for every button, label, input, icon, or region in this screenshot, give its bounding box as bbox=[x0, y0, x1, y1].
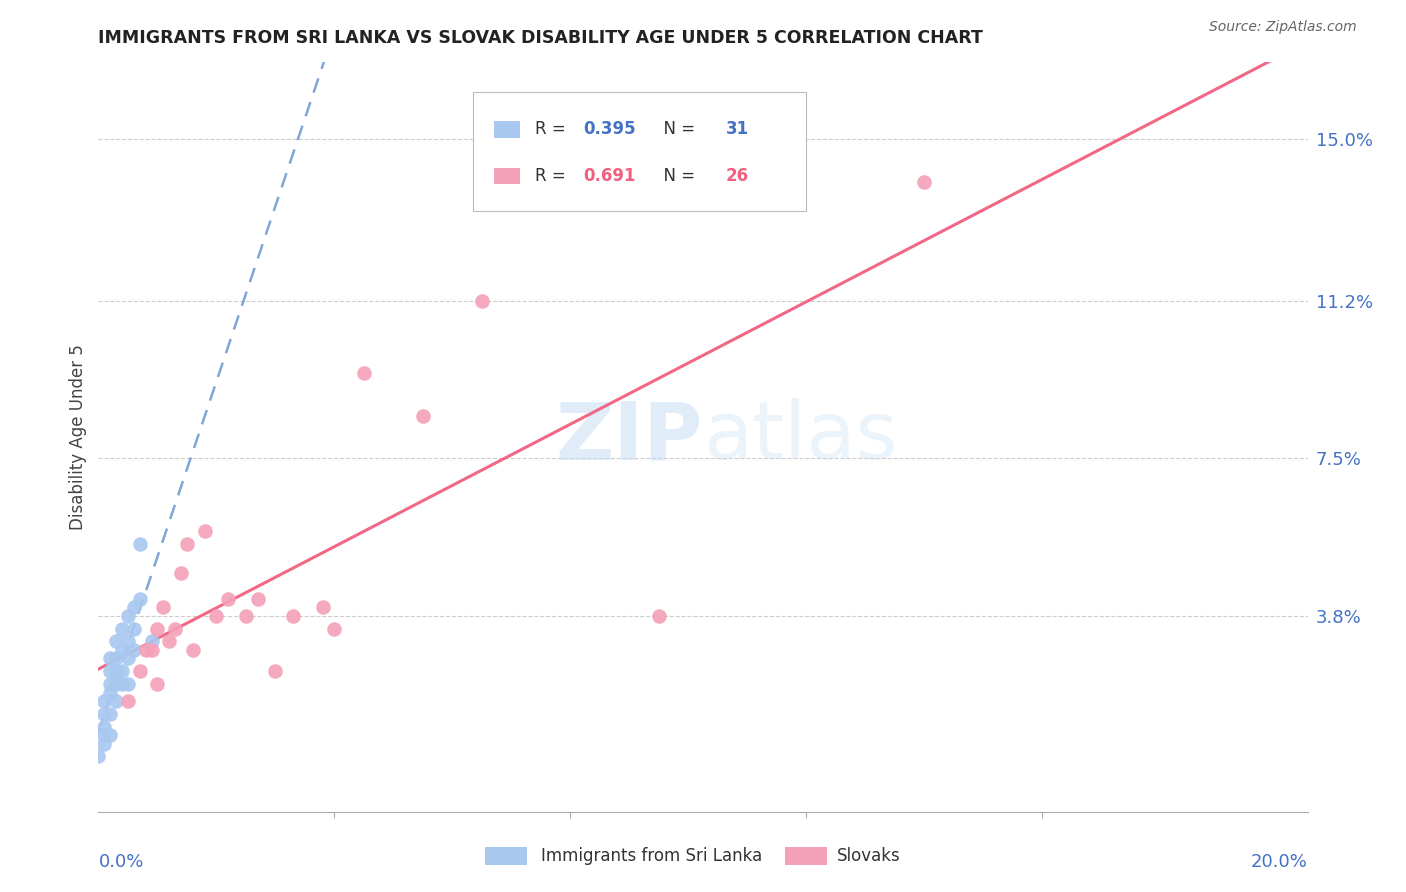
Point bbox=[471, 293, 494, 308]
Point bbox=[93, 720, 115, 734]
Text: 0.0%: 0.0% bbox=[98, 853, 143, 871]
Point bbox=[105, 651, 128, 665]
Point bbox=[281, 608, 304, 623]
Point bbox=[194, 524, 217, 538]
Point bbox=[181, 643, 204, 657]
Text: 26: 26 bbox=[725, 167, 749, 185]
Point bbox=[98, 728, 121, 742]
Point bbox=[323, 622, 346, 636]
Point bbox=[87, 749, 110, 764]
Text: atlas: atlas bbox=[703, 398, 897, 476]
Point bbox=[152, 600, 174, 615]
FancyBboxPatch shape bbox=[474, 93, 806, 211]
Point bbox=[111, 664, 134, 679]
Point bbox=[105, 664, 128, 679]
Point bbox=[93, 728, 115, 742]
Point bbox=[176, 536, 198, 550]
Point bbox=[117, 651, 139, 665]
Point bbox=[146, 622, 169, 636]
Point bbox=[135, 643, 157, 657]
Point bbox=[122, 643, 145, 657]
Text: R =: R = bbox=[534, 120, 571, 138]
Point bbox=[117, 634, 139, 648]
Text: 0.395: 0.395 bbox=[583, 120, 636, 138]
Point bbox=[912, 175, 935, 189]
Point bbox=[117, 608, 139, 623]
Bar bbox=[494, 168, 520, 185]
Text: Slovaks: Slovaks bbox=[837, 847, 900, 865]
Point bbox=[105, 694, 128, 708]
Point bbox=[98, 651, 121, 665]
Text: 20.0%: 20.0% bbox=[1251, 853, 1308, 871]
Text: IMMIGRANTS FROM SRI LANKA VS SLOVAK DISABILITY AGE UNDER 5 CORRELATION CHART: IMMIGRANTS FROM SRI LANKA VS SLOVAK DISA… bbox=[98, 29, 983, 47]
Text: N =: N = bbox=[654, 167, 700, 185]
Point bbox=[311, 600, 333, 615]
Point bbox=[111, 643, 134, 657]
Point bbox=[170, 566, 193, 581]
Point bbox=[128, 536, 150, 550]
Point bbox=[264, 664, 287, 679]
Point bbox=[117, 694, 139, 708]
Point bbox=[122, 600, 145, 615]
Text: 31: 31 bbox=[725, 120, 749, 138]
Point bbox=[648, 608, 671, 623]
Point bbox=[146, 677, 169, 691]
Point bbox=[128, 591, 150, 606]
Point bbox=[246, 591, 269, 606]
Point bbox=[141, 634, 163, 648]
Point bbox=[128, 664, 150, 679]
Point bbox=[98, 706, 121, 721]
Point bbox=[111, 677, 134, 691]
Text: ZIP: ZIP bbox=[555, 398, 703, 476]
Point bbox=[412, 409, 434, 423]
Point bbox=[157, 634, 180, 648]
Point bbox=[205, 608, 228, 623]
Text: N =: N = bbox=[654, 120, 700, 138]
Point bbox=[93, 694, 115, 708]
Point bbox=[141, 643, 163, 657]
Point bbox=[93, 737, 115, 751]
Point bbox=[117, 677, 139, 691]
Text: Source: ZipAtlas.com: Source: ZipAtlas.com bbox=[1209, 20, 1357, 34]
Point bbox=[353, 366, 375, 380]
Text: R =: R = bbox=[534, 167, 571, 185]
Y-axis label: Disability Age Under 5: Disability Age Under 5 bbox=[69, 344, 87, 530]
Bar bbox=[494, 121, 520, 137]
Point bbox=[122, 622, 145, 636]
Text: Immigrants from Sri Lanka: Immigrants from Sri Lanka bbox=[541, 847, 762, 865]
Point bbox=[105, 634, 128, 648]
Point bbox=[98, 677, 121, 691]
Point bbox=[98, 685, 121, 699]
Point bbox=[217, 591, 239, 606]
Point bbox=[111, 622, 134, 636]
Point bbox=[235, 608, 257, 623]
Point bbox=[93, 706, 115, 721]
Point bbox=[105, 677, 128, 691]
Point bbox=[98, 664, 121, 679]
Text: 0.691: 0.691 bbox=[583, 167, 636, 185]
Point bbox=[165, 622, 187, 636]
